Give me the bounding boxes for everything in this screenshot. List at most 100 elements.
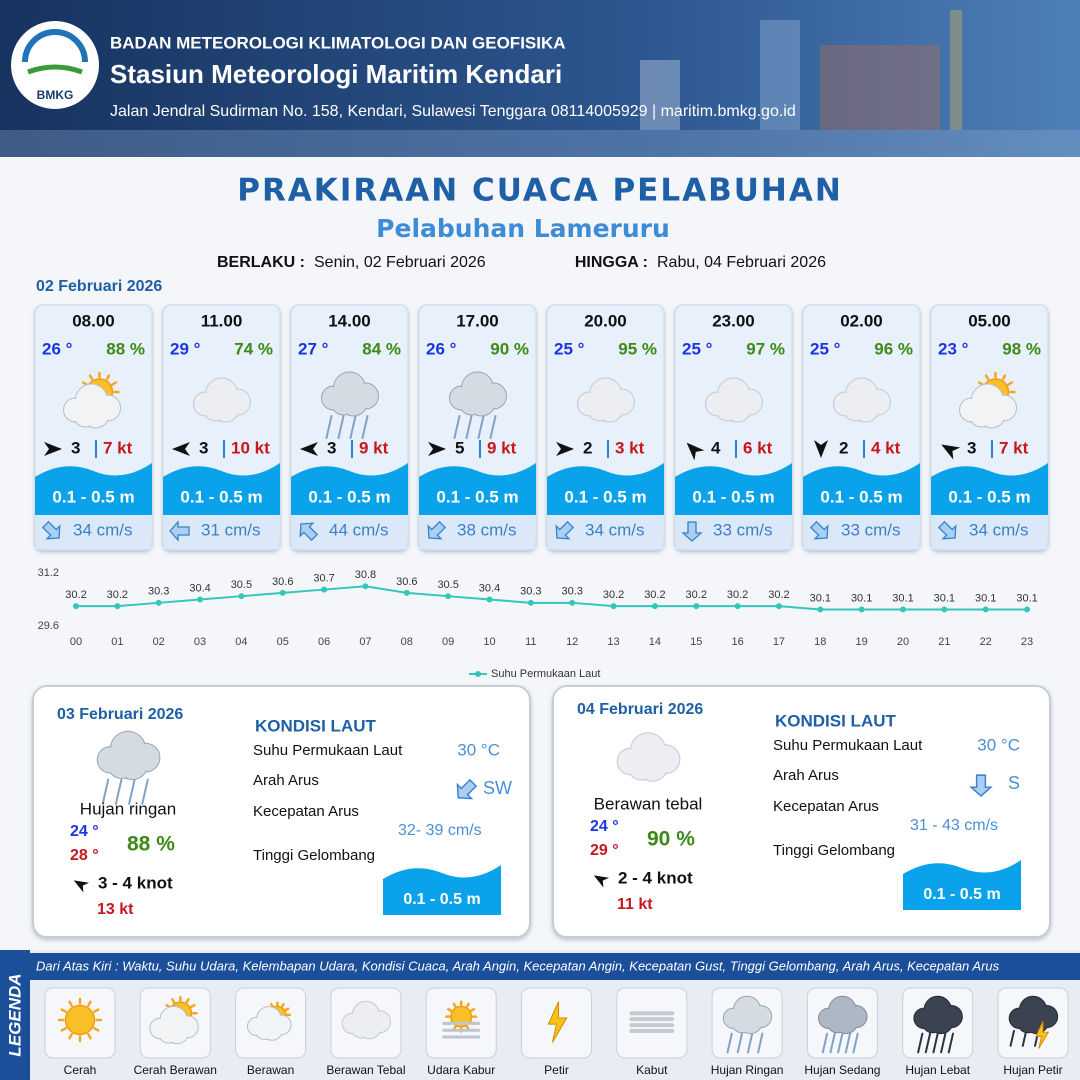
sea-current-speed: 32- 39 cm/s [398, 822, 482, 839]
rain-drop [746, 1032, 754, 1054]
legend-item-label: Petir [544, 1063, 569, 1077]
rain-drop [337, 415, 345, 439]
logo-arc [22, 29, 88, 63]
sst-value-label: 30.5 [231, 579, 252, 591]
hour-wind: 3 [71, 438, 80, 457]
today-date: 02 Februari 2026 [36, 278, 162, 295]
weather-icon [321, 371, 379, 439]
hour-current: 34 cm/s [585, 520, 645, 539]
sea-label: Tinggi Gelombang [773, 842, 895, 859]
rain-drop [477, 415, 485, 439]
sun-ray [93, 1008, 100, 1013]
hour-temp: 25 ° [554, 339, 585, 358]
wave-band [291, 463, 408, 515]
x-tick-label: 12 [566, 636, 578, 648]
hour-humidity: 90 % [490, 339, 529, 358]
x-tick-label: 18 [814, 636, 826, 648]
lightning [547, 1001, 568, 1043]
rain-drop [141, 778, 149, 805]
sun-ray [88, 374, 94, 381]
sea-label: Suhu Permukaan Laut [253, 742, 403, 759]
weather-icon [57, 997, 103, 1043]
wind-arrow [556, 442, 574, 456]
day-wave-band [383, 865, 501, 915]
rain-drop [837, 1032, 844, 1054]
hour-humidity: 88 % [106, 339, 145, 358]
day-temp-min: 24 ° [70, 823, 99, 840]
sun-ray [68, 1033, 73, 1040]
x-tick-label: 15 [690, 636, 702, 648]
weather-icon [705, 377, 763, 423]
day-temp-max: 29 ° [590, 842, 619, 859]
x-tick-label: 21 [938, 636, 950, 648]
hour-current: 34 cm/s [969, 520, 1029, 539]
hour-current: 33 cm/s [841, 520, 901, 539]
x-tick-label: 03 [194, 636, 206, 648]
sun-ray [447, 1007, 453, 1012]
cloud-fill [716, 398, 739, 420]
sun-ray [87, 1033, 92, 1040]
sst-point [693, 603, 700, 610]
hour-temp: 25 ° [682, 339, 713, 358]
hour-wind: 5 [455, 438, 464, 457]
sun-ray [977, 381, 984, 386]
cloud-fill [332, 392, 355, 414]
legend-item-label: Hujan Petir [1003, 1063, 1062, 1077]
legend-bar [30, 953, 1080, 980]
rain-drop [924, 1032, 932, 1054]
x-tick-label: 01 [111, 636, 123, 648]
hour-current: 33 cm/s [713, 520, 773, 539]
hour-time: 14.00 [328, 311, 371, 330]
day-wave-band [903, 860, 1021, 910]
weather-icon [547, 1001, 568, 1043]
weather-icon [833, 377, 891, 423]
wind-arrow [593, 875, 610, 888]
wind-arrow [44, 442, 62, 456]
x-tick-label: 11 [525, 636, 536, 648]
hour-temp: 25 ° [810, 339, 841, 358]
hour-wave: 0.1 - 0.5 m [436, 487, 518, 506]
sst-value-label: 30.2 [768, 589, 789, 601]
current-arrow [937, 520, 957, 540]
cloud-fill [588, 398, 611, 420]
current-arrow [681, 521, 703, 542]
sst-value-label: 30.2 [65, 589, 86, 601]
x-tick-label: 07 [359, 636, 371, 648]
sst-value-label: 30.7 [313, 572, 334, 584]
cloud-fill [204, 398, 227, 420]
rain-drop [829, 1032, 836, 1054]
hour-humidity: 98 % [1002, 339, 1041, 358]
x-tick-label: 09 [442, 636, 454, 648]
rain-drop [932, 1032, 939, 1054]
hour-gust: 4 kt [871, 438, 901, 457]
legend-item-label: Kabut [636, 1063, 668, 1077]
sun-ray [60, 1008, 67, 1013]
sun-ray [105, 374, 111, 381]
x-tick-label: 04 [235, 636, 247, 648]
hour-time: 02.00 [840, 311, 883, 330]
sun-ray [93, 1027, 100, 1032]
day-date: 03 Februari 2026 [57, 706, 183, 723]
hour-wave: 0.1 - 0.5 m [52, 487, 134, 506]
sst-value-label: 30.2 [107, 589, 128, 601]
weather-icon [442, 1000, 480, 1039]
sun [64, 1004, 96, 1036]
rain-drop [940, 1032, 947, 1054]
sea-label: Arah Arus [773, 767, 839, 784]
cloud-fill [1018, 1013, 1038, 1032]
current-arrow [169, 520, 190, 542]
wind-arrow [686, 442, 705, 461]
hour-gust: 7 kt [103, 438, 133, 457]
sst-point [858, 606, 865, 613]
sst-point [238, 593, 245, 600]
x-tick-label: 00 [70, 636, 82, 648]
weather-icon [1008, 995, 1059, 1049]
sst-value-label: 30.3 [561, 586, 582, 598]
sst-point [610, 603, 617, 610]
x-tick-label: 19 [856, 636, 868, 648]
y-tick-label: 29.6 [38, 620, 59, 632]
hour-time: 23.00 [712, 311, 755, 330]
sst-point [114, 603, 121, 610]
legend-description: Dari Atas Kiri : Waktu, Suhu Udara, Kele… [36, 958, 1000, 973]
x-tick-label: 16 [731, 636, 743, 648]
